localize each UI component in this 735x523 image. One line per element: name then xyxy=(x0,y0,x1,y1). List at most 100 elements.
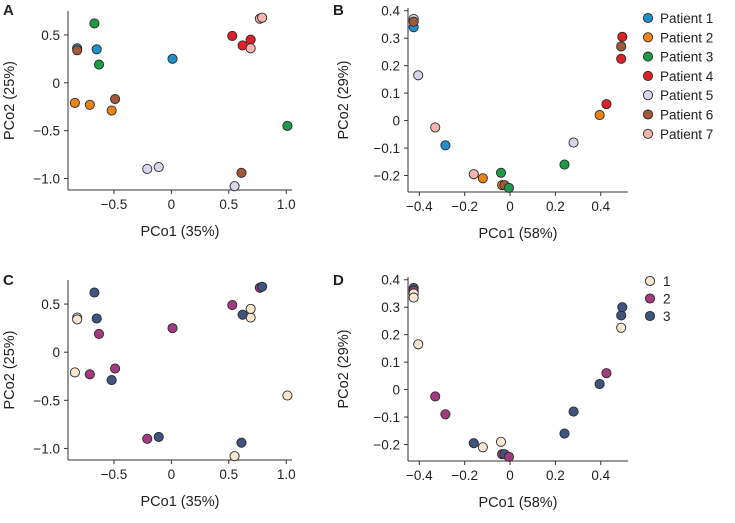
y-tick-label: 0.5 xyxy=(41,297,60,312)
data-point xyxy=(245,34,256,45)
data-point xyxy=(503,451,514,462)
legend-label: Patient 4 xyxy=(660,69,714,84)
panel-letter: A xyxy=(3,2,14,19)
x-tick-label: −0.2 xyxy=(451,468,478,483)
y-tick-label: 0.1 xyxy=(381,355,400,370)
data-point xyxy=(89,18,100,29)
y-tick-label: 0.2 xyxy=(381,59,400,74)
legend-marker xyxy=(642,51,654,62)
legend-marker xyxy=(642,90,654,101)
data-point xyxy=(408,292,419,303)
data-point xyxy=(91,44,102,55)
legend-marker xyxy=(644,310,656,322)
legend-marker xyxy=(642,109,654,120)
data-point xyxy=(468,169,479,180)
y-tick-label: 0.5 xyxy=(41,28,60,43)
data-point xyxy=(236,437,247,448)
legend-label: Patient 2 xyxy=(660,30,713,45)
data-point xyxy=(568,137,579,148)
data-point xyxy=(237,309,248,320)
data-point xyxy=(594,379,605,390)
data-point xyxy=(477,442,488,453)
panel-letter: C xyxy=(3,272,14,289)
data-point xyxy=(153,161,164,173)
data-point xyxy=(89,287,100,298)
panel-c: C −0.5 0 0.5 1.0 −1.0 −0.5 0 0.5 PCo1 (35%) PCo2 (… xyxy=(2,272,296,510)
y-tick-label: 0 xyxy=(392,114,400,129)
x-tick-label: 0.4 xyxy=(591,199,610,214)
legend-label: Patient 3 xyxy=(660,50,713,65)
data-point xyxy=(413,70,424,81)
y-tick-label: 0.4 xyxy=(381,273,400,288)
legend-label: 2 xyxy=(663,292,671,307)
legend-marker xyxy=(642,32,654,43)
data-point xyxy=(110,94,121,105)
y-tick-label: 0.3 xyxy=(381,31,400,46)
y-tick-label: −0.1 xyxy=(373,410,400,425)
legend: Patient 1 Patient 2 Patient 3 Patient 4 Pati… xyxy=(642,11,714,142)
x-tick-label: 0 xyxy=(168,197,176,212)
data-point xyxy=(616,53,627,64)
legend-label: 3 xyxy=(663,309,671,324)
data-point xyxy=(257,281,268,292)
y-tick-label: −1.0 xyxy=(33,441,60,456)
data-point xyxy=(110,363,121,374)
data-point xyxy=(601,368,612,379)
legend-label: Patient 5 xyxy=(660,88,713,103)
data-point xyxy=(229,181,240,192)
panel-letter: D xyxy=(333,272,344,289)
y-tick-label: 0 xyxy=(52,345,60,360)
y-tick-label: −0.2 xyxy=(373,438,400,453)
data-point xyxy=(616,41,627,52)
legend-label: 1 xyxy=(663,274,671,289)
y-tick-label: 0.3 xyxy=(381,300,400,315)
y-tick-label: −0.5 xyxy=(33,393,60,408)
data-point xyxy=(142,163,153,174)
data-point xyxy=(84,99,95,110)
x-tick-label: 1.0 xyxy=(277,197,296,212)
data-point xyxy=(106,105,117,116)
x-tick-label: −0.5 xyxy=(101,467,128,482)
x-axis-title: PCo1 (35%) xyxy=(141,494,220,510)
y-axis-title: PCo2 (25%) xyxy=(2,61,18,140)
data-point xyxy=(430,122,441,133)
data-point xyxy=(227,30,238,41)
data-point xyxy=(106,375,117,386)
x-tick-label: −0.2 xyxy=(451,199,478,214)
x-axis-title: PCo1 (58%) xyxy=(479,226,558,242)
legend-marker xyxy=(644,293,656,304)
panel-a: A −0.5 0 0.5 1.0 −1.0 −0.5 0 0.5 PCo1 (35%) PCo2 (… xyxy=(2,2,296,240)
data-point xyxy=(559,159,570,170)
data-point xyxy=(84,369,95,380)
data-point xyxy=(282,120,293,131)
data-point xyxy=(408,16,419,27)
x-tick-label: 0 xyxy=(168,467,176,482)
panel-d: D −0.4 −0.2 0 0.2 0.4 −0.2 −0.1 0 0.1 0.2 0.3 0.4 PCo… xyxy=(333,272,671,511)
data-point xyxy=(167,323,178,334)
data-point xyxy=(430,391,441,402)
x-tick-label: 0.2 xyxy=(546,468,565,483)
x-tick-label: −0.5 xyxy=(101,197,128,212)
data-point xyxy=(468,438,479,449)
x-tick-label: 0.5 xyxy=(219,197,238,212)
data-point xyxy=(282,390,293,401)
x-tick-label: 1.0 xyxy=(277,467,296,482)
y-tick-label: 0.2 xyxy=(381,328,400,343)
legend-label: Patient 1 xyxy=(660,11,713,26)
data-point xyxy=(440,409,451,420)
legend-marker xyxy=(642,12,654,24)
legend-marker xyxy=(642,70,654,81)
data-point xyxy=(69,97,80,108)
data-point xyxy=(153,431,164,442)
y-tick-label: 0 xyxy=(52,76,60,91)
x-tick-label: 0.4 xyxy=(591,468,610,483)
x-tick-label: −0.4 xyxy=(406,468,433,483)
legend-label: Patient 6 xyxy=(660,108,713,123)
y-tick-label: −0.5 xyxy=(33,124,60,139)
data-point xyxy=(559,428,570,439)
data-point xyxy=(601,99,612,110)
data-point xyxy=(69,367,80,378)
x-tick-label: −0.4 xyxy=(406,199,433,214)
y-tick-label: 0.1 xyxy=(381,86,400,101)
